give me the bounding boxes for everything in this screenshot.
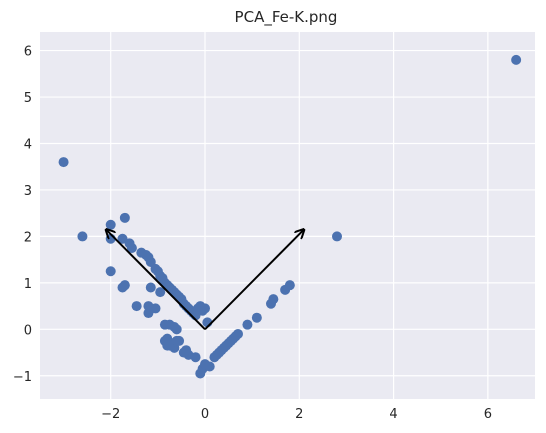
data-point <box>332 231 342 242</box>
chart-title: PCA_Fe-K.png <box>235 8 338 27</box>
data-point <box>117 233 128 244</box>
data-point <box>105 266 116 277</box>
x-tick-label: −2 <box>101 407 120 422</box>
data-point <box>105 219 116 230</box>
data-point <box>174 335 185 346</box>
data-point <box>77 231 88 242</box>
data-point <box>169 321 180 332</box>
y-tick-label: −1 <box>13 370 32 385</box>
data-point <box>233 328 243 339</box>
data-point <box>126 243 137 254</box>
data-point <box>164 340 175 351</box>
data-point <box>204 361 215 372</box>
data-point <box>58 157 69 168</box>
data-point <box>145 282 156 293</box>
data-point <box>284 280 295 291</box>
plot-area <box>40 32 535 399</box>
x-axis: −2 0 2 4 6 <box>101 407 492 422</box>
y-axis: −1 0 1 2 3 4 5 6 <box>13 45 32 385</box>
y-tick-label: 6 <box>24 45 32 60</box>
loading-arrow <box>204 229 304 331</box>
x-tick-label: 2 <box>295 407 303 422</box>
y-tick-label: 0 <box>24 323 32 338</box>
data-point <box>511 54 522 65</box>
loading-arrows <box>106 229 304 331</box>
data-point <box>155 287 166 298</box>
y-tick-label: 4 <box>24 137 32 152</box>
data-point <box>150 303 161 314</box>
data-point <box>117 282 128 293</box>
data-point <box>251 312 262 323</box>
x-tick-label: 6 <box>484 407 492 422</box>
data-points <box>58 54 522 379</box>
y-tick-label: 3 <box>24 184 32 199</box>
data-point <box>181 345 192 356</box>
y-tick-label: 5 <box>24 91 32 106</box>
y-tick-label: 1 <box>24 277 32 292</box>
y-tick-label: 2 <box>24 230 32 245</box>
x-tick-label: 0 <box>201 407 209 422</box>
data-point <box>268 294 279 305</box>
x-tick-label: 4 <box>389 407 397 422</box>
data-point <box>190 352 201 363</box>
data-point <box>131 301 142 312</box>
data-point <box>143 308 154 319</box>
data-point <box>119 212 130 223</box>
grid-lines <box>40 32 535 399</box>
loading-arrow <box>106 229 206 331</box>
data-point <box>200 303 210 314</box>
data-point <box>242 319 253 330</box>
